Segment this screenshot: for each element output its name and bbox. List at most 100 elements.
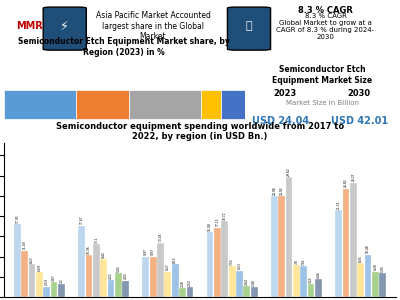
Text: Asia Pacific Market Accounted
largest share in the Global
Market: Asia Pacific Market Accounted largest sh… <box>96 11 210 41</box>
Bar <box>129 90 201 119</box>
Text: 2.48: 2.48 <box>252 279 256 286</box>
Text: 17.15: 17.15 <box>216 218 220 226</box>
Bar <box>342 189 349 297</box>
Text: MMR: MMR <box>16 21 42 31</box>
Text: 2030: 2030 <box>348 89 371 98</box>
Text: 9.97: 9.97 <box>144 249 148 256</box>
Bar <box>179 288 186 297</box>
Bar <box>142 257 149 297</box>
Bar <box>207 232 214 297</box>
Text: Market Size in Billion: Market Size in Billion <box>286 100 359 106</box>
Text: 26.82: 26.82 <box>344 179 348 188</box>
Text: 7.8: 7.8 <box>294 260 298 264</box>
Bar <box>186 287 193 297</box>
Text: 13.45: 13.45 <box>158 233 162 242</box>
FancyBboxPatch shape <box>43 7 86 50</box>
Text: 3.2: 3.2 <box>59 278 63 283</box>
Bar <box>14 224 21 297</box>
Legend: North America, Europe, Asia Pacific, MEA, South America: North America, Europe, Asia Pacific, MEA… <box>36 162 188 180</box>
Text: 16.08: 16.08 <box>208 222 212 231</box>
Text: 9.42: 9.42 <box>102 251 106 258</box>
Bar <box>51 282 58 297</box>
Bar <box>58 284 65 297</box>
Text: 🔥: 🔥 <box>246 21 252 31</box>
Bar <box>201 90 220 119</box>
Bar <box>222 221 228 297</box>
Text: 4.03: 4.03 <box>124 273 128 280</box>
Title: Semiconductor equipment spending worldwide from 2017 to
2022, by region (in USD : Semiconductor equipment spending worldwi… <box>56 122 344 141</box>
Text: 6.09: 6.09 <box>37 264 41 271</box>
Text: 21.51: 21.51 <box>337 200 341 209</box>
Text: 13.1: 13.1 <box>94 236 98 243</box>
Bar <box>220 90 245 119</box>
Text: 10.48: 10.48 <box>366 245 370 254</box>
Bar <box>86 255 92 297</box>
Bar <box>43 286 50 297</box>
Text: 8.15: 8.15 <box>173 256 177 263</box>
Text: 24.98: 24.98 <box>272 186 276 195</box>
Bar <box>78 226 85 297</box>
Bar <box>29 264 35 297</box>
Bar <box>350 183 357 297</box>
Text: 4.22: 4.22 <box>109 272 113 279</box>
Bar <box>286 177 292 297</box>
Text: ⚡: ⚡ <box>60 20 69 32</box>
Bar <box>271 196 278 297</box>
Bar <box>365 255 371 297</box>
Text: 11.49: 11.49 <box>23 241 27 249</box>
Bar <box>122 281 129 297</box>
Text: 2.59: 2.59 <box>45 278 49 285</box>
Bar <box>150 257 156 297</box>
FancyBboxPatch shape <box>228 7 270 50</box>
Text: 5.82: 5.82 <box>116 266 120 272</box>
Text: 8.23: 8.23 <box>30 256 34 262</box>
Text: 8.3 % CAGR
Global Market to grow at a
CAGR of 8.3 % during 2024-
2030: 8.3 % CAGR Global Market to grow at a CA… <box>276 13 374 40</box>
Bar <box>335 210 342 297</box>
Bar <box>4 90 76 119</box>
Text: 9.97: 9.97 <box>151 249 155 256</box>
Text: 29.62: 29.62 <box>287 167 291 176</box>
Bar <box>100 259 107 297</box>
Text: 24.92: 24.92 <box>280 186 284 195</box>
Bar <box>315 279 322 297</box>
Text: 2023: 2023 <box>274 89 297 98</box>
Text: 18.72: 18.72 <box>223 212 227 220</box>
Text: 5.95: 5.95 <box>381 265 385 272</box>
Bar <box>21 250 28 297</box>
Bar <box>157 243 164 297</box>
Bar <box>293 266 300 297</box>
Bar <box>115 274 122 297</box>
Text: 7.61: 7.61 <box>302 258 306 265</box>
Bar <box>300 266 307 297</box>
Text: Semiconductor Etch
Equipment Market Size: Semiconductor Etch Equipment Market Size <box>272 65 372 85</box>
Text: 6.27: 6.27 <box>166 264 170 270</box>
Bar <box>379 273 386 297</box>
Bar <box>229 266 236 297</box>
Bar <box>164 272 171 297</box>
Bar <box>251 287 258 297</box>
Text: 17.95: 17.95 <box>15 214 19 223</box>
Bar <box>76 90 129 119</box>
Bar <box>172 264 178 297</box>
Bar <box>357 263 364 297</box>
Title: Semiconductor Etch Equipment Market share, by
Region (2023) in %: Semiconductor Etch Equipment Market shar… <box>18 38 230 57</box>
Text: 2.52: 2.52 <box>188 279 192 286</box>
Text: 3.25: 3.25 <box>309 276 313 283</box>
Text: 2.28: 2.28 <box>180 280 184 286</box>
Bar <box>236 271 243 297</box>
Text: 28.27: 28.27 <box>351 173 355 182</box>
Bar <box>108 280 114 297</box>
Bar <box>36 272 43 297</box>
Text: USD 24.04: USD 24.04 <box>252 116 310 126</box>
Text: USD 42.01: USD 42.01 <box>330 116 388 126</box>
Bar <box>214 228 221 297</box>
Bar <box>244 286 250 297</box>
Text: 8.3 % CAGR: 8.3 % CAGR <box>298 6 353 15</box>
Text: 17.67: 17.67 <box>80 216 84 224</box>
Text: 10.36: 10.36 <box>87 245 91 254</box>
Bar <box>93 244 100 297</box>
Text: 6.53: 6.53 <box>238 262 242 269</box>
Bar <box>372 272 379 297</box>
Text: 2.64: 2.64 <box>245 278 249 285</box>
Text: 7.55: 7.55 <box>230 258 234 265</box>
